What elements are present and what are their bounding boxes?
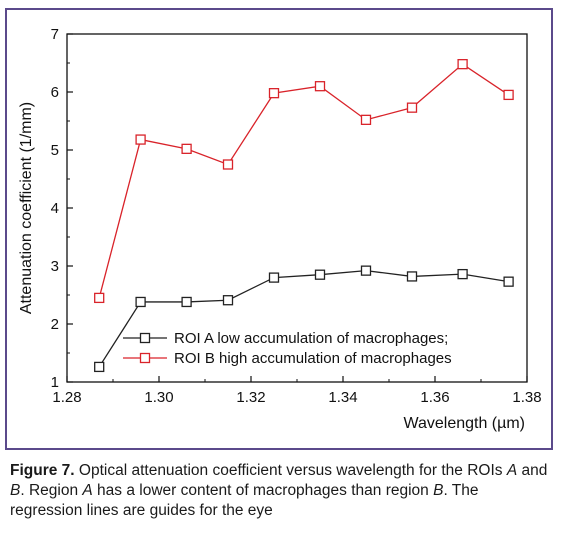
data-point-roi-a (314, 269, 326, 280)
data-point-roi-b (94, 292, 105, 304)
y-tick-label: 2 (51, 316, 59, 333)
data-point-roi-a (503, 276, 514, 287)
x-tick-label: 1.30 (144, 389, 173, 406)
caption-region-a: A (82, 482, 93, 499)
data-point-roi-a (360, 265, 372, 276)
data-point-roi-b (406, 102, 418, 113)
data-point-roi-b (135, 134, 146, 145)
caption-text-4: has a lower content of macrophages than … (92, 482, 434, 499)
data-point-roi-b (181, 143, 192, 154)
data-point-roi-a (457, 268, 468, 280)
caption-text-2: and (517, 462, 548, 479)
data-point-roi-a (222, 295, 234, 306)
data-point-roi-b (268, 88, 280, 99)
y-tick-label: 1 (51, 374, 59, 391)
data-point-roi-a (181, 296, 192, 308)
legend-marker (139, 352, 151, 364)
caption-region-b: B (433, 482, 444, 499)
axis-ticks: 1.28 1.30 1.32 1.34 1.36 1.38 1 2 3 4 5 6 7 (51, 26, 542, 406)
data-point-roi-a (135, 296, 146, 308)
caption-label: Figure 7. (10, 462, 75, 479)
legend-entry: ROI A low accumulation of macrophages; (174, 330, 448, 347)
attenuation-chart: 1.28 1.30 1.32 1.34 1.36 1.38 1 2 3 4 5 6 7 ROI A lo… (18, 26, 542, 432)
data-point-roi-b (503, 89, 514, 101)
x-tick-label: 1.32 (236, 389, 265, 406)
series-line-roi-a (98, 269, 509, 368)
x-axis-label: Wavelength (µm) (403, 415, 525, 432)
series-layer (94, 59, 514, 373)
x-tick-label: 1.38 (512, 389, 541, 406)
series-line-roi-b (98, 63, 509, 299)
caption-text-1: Optical attenuation coefficient versus w… (74, 462, 507, 479)
data-point-roi-a (406, 271, 418, 282)
caption-roi-b: B (10, 482, 21, 499)
x-tick-label: 1.36 (420, 389, 449, 406)
y-tick-label: 7 (51, 26, 59, 43)
y-axis-label: Attenuation coefficient (1/mm) (18, 102, 35, 314)
data-point-roi-b (314, 81, 326, 92)
figure-caption: Figure 7. Optical attenuation coefficien… (10, 461, 555, 521)
data-point-roi-b (222, 159, 234, 170)
legend-marker (139, 332, 151, 344)
y-tick-label: 6 (51, 84, 59, 101)
caption-roi-a: A (506, 462, 518, 479)
data-point-roi-a (94, 361, 105, 373)
legend-entry: ROI B high accumulation of macrophages (174, 350, 452, 367)
data-point-roi-a (268, 272, 280, 283)
data-point-roi-b (360, 114, 372, 125)
caption-text-3: . Region (20, 482, 83, 499)
y-tick-label: 5 (51, 142, 59, 159)
y-tick-label: 3 (51, 258, 59, 275)
caption-text-5: . The regression lines are guides for th… (10, 482, 479, 519)
x-tick-label: 1.28 (52, 389, 81, 406)
figure-frame: 1.28 1.30 1.32 1.34 1.36 1.38 1 2 3 4 5 6 7 ROI A lo… (5, 8, 553, 450)
x-tick-label: 1.34 (328, 389, 357, 406)
y-tick-label: 4 (51, 200, 59, 217)
legend: ROI A low accumulation of macrophages; RO… (123, 330, 452, 367)
data-point-roi-b (457, 59, 468, 70)
